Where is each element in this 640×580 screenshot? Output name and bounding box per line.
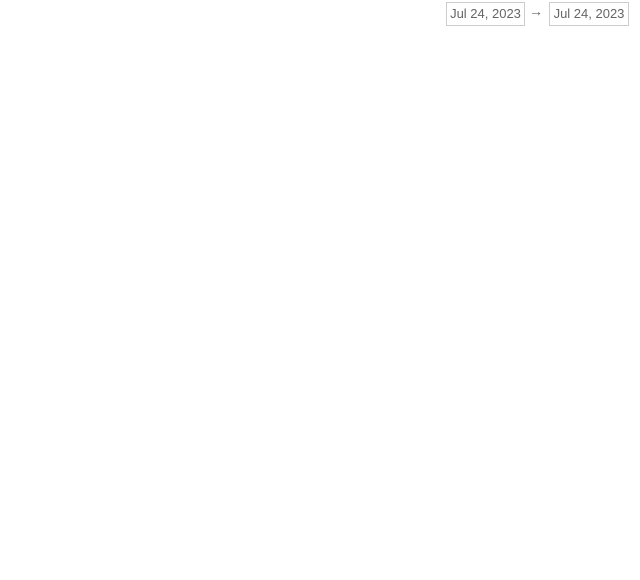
- y-tick-label: $2.00: [10, 309, 40, 323]
- volume-bar: [377, 468, 385, 498]
- volume-bar: [234, 493, 242, 498]
- navigator-handle[interactable]: [5, 561, 14, 580]
- volume-bar: [546, 434, 554, 498]
- volume-bar: [390, 460, 398, 498]
- y-tick-label: $3.00: [10, 132, 40, 146]
- volume-bar: [130, 497, 138, 498]
- volume-bar: [208, 494, 216, 498]
- volume-bar: [507, 441, 515, 498]
- volume-bar: [195, 495, 203, 498]
- volume-bar: [429, 486, 437, 498]
- x-tick-label: 11:20: [478, 508, 507, 522]
- volume-bar: [481, 441, 489, 498]
- volume-bar: [260, 494, 268, 498]
- volume-bar: [559, 433, 567, 498]
- date-to[interactable]: Jul 24, 2023: [549, 2, 629, 26]
- y-tick-label: $2.50: [10, 221, 40, 235]
- navigator-handle[interactable]: [625, 561, 634, 580]
- volume-bar: [455, 450, 463, 498]
- volume-bar: [611, 427, 619, 498]
- x-tick-label: 12:00: [582, 508, 612, 522]
- volume-bar: [338, 493, 346, 498]
- y-tick-label: $1.50: [10, 397, 40, 411]
- x-tick-label: 09:20: [166, 508, 196, 522]
- x-tick-label: 10:40: [374, 508, 404, 522]
- volume-bar: [403, 481, 411, 498]
- price-area: [17, 95, 616, 411]
- volume-bar: [286, 493, 294, 498]
- volume-bar: [364, 491, 372, 498]
- volume-bar: [273, 492, 281, 498]
- volume-bar: [247, 493, 255, 498]
- volume-bar: [585, 433, 593, 498]
- volume-bar: [416, 457, 424, 498]
- volume-bar: [520, 436, 528, 498]
- volume-bar: [169, 496, 177, 498]
- date-from[interactable]: Jul 24, 2023: [446, 2, 525, 26]
- volume-bar: [143, 497, 151, 498]
- volume-bar: [299, 493, 307, 498]
- volume-bar: [182, 495, 190, 498]
- volume-bar: [468, 442, 476, 498]
- x-tick-label: 08:40: [62, 508, 92, 522]
- navigator[interactable]: [7, 547, 633, 580]
- separator: →: [529, 3, 543, 19]
- volume-bar: [598, 429, 606, 498]
- volume-bar: [442, 486, 450, 498]
- x-tick-label: 10:00: [270, 508, 300, 522]
- volume-bar: [494, 441, 502, 498]
- volume-bar: [117, 497, 125, 498]
- volume-bar: [351, 492, 359, 498]
- y-tick-label: $3.50: [10, 44, 40, 58]
- volume-bar: [572, 443, 580, 498]
- volume-bar: [533, 436, 541, 498]
- volume-bar: [221, 494, 229, 498]
- volume-bar: [312, 489, 320, 498]
- volume-bar: [156, 497, 164, 498]
- price-line: [17, 93, 616, 384]
- navigator-line: [15, 553, 617, 579]
- volume-bar: [325, 488, 333, 498]
